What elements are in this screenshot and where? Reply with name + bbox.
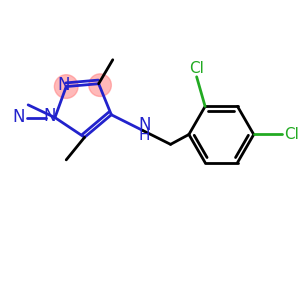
Circle shape (89, 74, 111, 96)
Text: Cl: Cl (189, 61, 204, 76)
Text: Cl: Cl (284, 127, 299, 142)
Text: N: N (138, 116, 151, 134)
Text: N: N (57, 76, 70, 94)
Circle shape (54, 75, 78, 98)
Text: N: N (44, 107, 56, 125)
Text: H: H (139, 128, 150, 143)
Text: N: N (13, 108, 25, 126)
